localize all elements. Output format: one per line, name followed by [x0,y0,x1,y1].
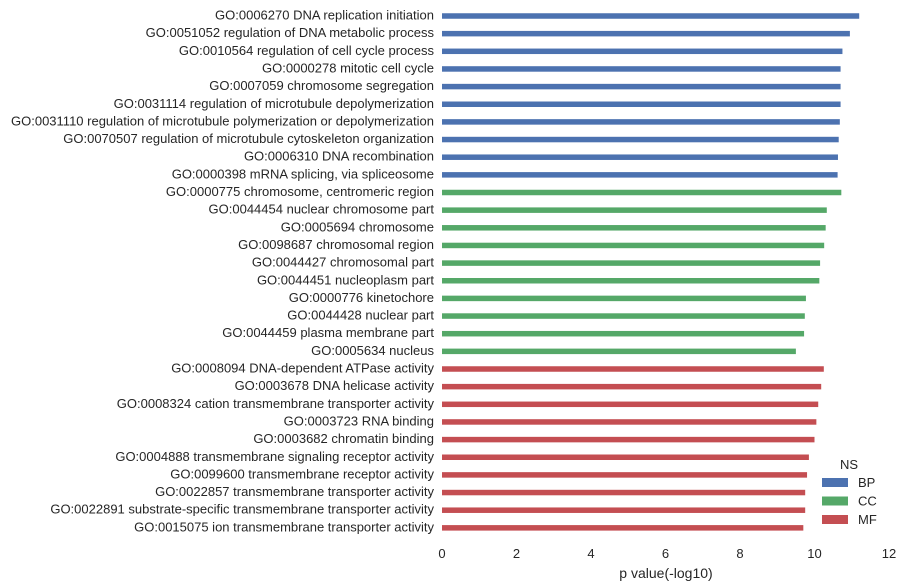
bar-bp-0 [442,13,860,19]
category-label: GO:0006270 DNA replication initiation [215,8,434,23]
legend-swatch-bp [822,478,848,487]
bar-mf-22 [442,401,819,408]
category-label: GO:0000776 kinetochore [289,290,434,305]
category-label: GO:0051052 regulation of DNA metabolic p… [146,25,435,40]
category-label: GO:0008324 cation transmembrane transpor… [117,396,435,411]
category-label: GO:0008094 DNA-dependent ATPase activity [171,361,434,376]
bar-mf-27 [442,489,806,496]
category-label: GO:0099600 transmembrane receptor activi… [170,466,434,481]
bar-cc-14 [442,260,821,266]
category-label: GO:0044454 nuclear chromosome part [209,202,435,217]
bar-bp-1 [442,30,850,37]
bar-cc-15 [442,278,820,284]
category-label: GO:0098687 chromosomal region [238,237,434,252]
legend-title: NS [840,457,858,472]
category-label: GO:0000398 mRNA splicing, via spliceosom… [172,166,434,181]
bar-cc-10 [442,189,842,196]
category-label: GO:0022857 transmembrane transporter act… [155,484,434,499]
x-tick-label: 12 [882,546,896,561]
category-label: GO:0044459 plasma membrane part [222,325,434,340]
bar-bp-5 [442,101,841,107]
x-tick-label: 0 [438,546,445,561]
bar-bp-7 [442,136,839,143]
bar-mf-25 [442,454,809,460]
legend-label-mf: MF [858,512,877,527]
category-label: GO:0005634 nucleus [311,343,434,358]
x-tick-label: 4 [587,546,594,561]
bar-mf-29 [442,525,804,531]
category-label: GO:0007059 chromosome segregation [209,78,434,93]
legend-swatch-mf [822,515,848,524]
bar-cc-16 [442,295,806,302]
x-tick-label: 2 [513,546,520,561]
bar-mf-21 [442,383,822,390]
x-tick-label: 8 [736,546,743,561]
bar-cc-19 [442,348,796,355]
category-label: GO:0003682 chromatin binding [253,431,434,446]
legend-swatch-cc [822,496,848,506]
bar-mf-20 [442,366,824,372]
bar-cc-11 [442,207,827,213]
bar-cc-13 [442,242,825,249]
category-label: GO:0031114 regulation of microtubule dep… [114,96,434,111]
category-label: GO:0003723 RNA binding [284,413,434,428]
bar-bp-8 [442,154,838,160]
category-label: GO:0044427 chromosomal part [252,255,434,270]
legend-label-cc: CC [858,494,877,509]
x-axis-title: p value(-log10) [619,565,712,581]
bar-bp-9 [442,172,838,178]
category-label: GO:0000775 chromosome, centromeric regio… [166,184,434,199]
x-axis: 0 2 4 6 8 10 12 [438,546,896,561]
category-label: GO:0005694 chromosome [281,219,434,234]
x-tick-label: 6 [662,546,669,561]
category-label: GO:0006310 DNA recombination [244,149,434,164]
legend-label-bp: BP [858,475,875,490]
bar-cc-18 [442,330,805,337]
category-label: GO:0003678 DNA helicase activity [235,378,435,393]
bar-cc-12 [442,225,826,231]
bar-bp-2 [442,48,843,55]
bar-bp-4 [442,83,841,90]
category-label: GO:0000278 mitotic cell cycle [262,60,434,75]
bar-mf-23 [442,419,817,425]
bar-bp-6 [442,119,840,125]
bar-bp-3 [442,66,841,72]
bar-mf-28 [442,507,806,513]
bar-mf-24 [442,436,815,443]
category-label: GO:0022891 substrate-specific transmembr… [50,502,434,517]
category-label: GO:0015075 ion transmembrane transporter… [134,519,434,534]
category-label: GO:0044451 nucleoplasm part [257,272,434,287]
category-label: GO:0010564 regulation of cell cycle proc… [179,43,435,58]
category-label: GO:0044428 nuclear part [287,308,434,323]
category-label: GO:0070507 regulation of microtubule cyt… [63,131,434,146]
category-labels: GO:0006270 DNA replication initiation GO:… [11,8,434,535]
bars-layer [442,13,860,531]
x-tick-label: 10 [807,546,821,561]
bar-mf-26 [442,472,808,478]
bar-cc-17 [442,313,805,319]
category-label: GO:0031110 regulation of microtubule pol… [11,113,434,128]
category-label: GO:0004888 transmembrane signaling recep… [115,449,434,464]
